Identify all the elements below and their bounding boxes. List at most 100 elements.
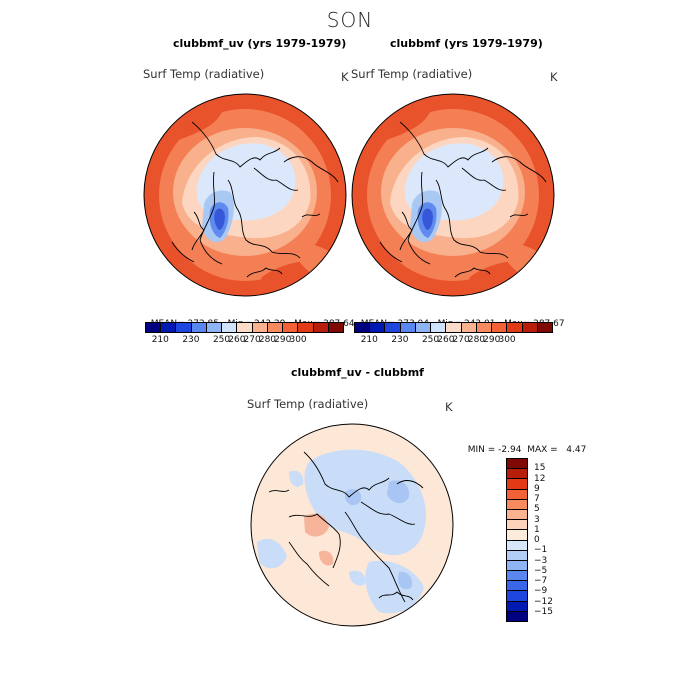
diff-colorbar-swatch xyxy=(507,601,527,612)
left-coastlines xyxy=(171,121,339,278)
left-colorbar-tick-label: 210 xyxy=(151,335,169,345)
diff-colorbar-swatch xyxy=(507,540,527,551)
right-colorbar xyxy=(354,322,553,333)
diff-colorbar-swatch xyxy=(507,611,527,621)
left-map-fill xyxy=(144,94,346,296)
diff-colorbar-swatch xyxy=(507,489,527,500)
diff-colorbar-tick-label: −9 xyxy=(534,586,548,597)
diff-coastlines xyxy=(268,451,424,603)
diff-minmax: MIN = -2.94 MAX = 4.47 xyxy=(462,435,587,455)
right-colorbar-swatch xyxy=(522,323,538,332)
diff-colorbar-swatch xyxy=(507,581,527,592)
diff-colorbar-tick-label: 5 xyxy=(534,504,540,515)
left-panel-title: clubbmf_uv (yrs 1979-1979) xyxy=(173,37,347,50)
diff-polar-map xyxy=(250,423,454,627)
diff-colorbar-tick-label: −15 xyxy=(534,606,553,617)
left-colorbar-swatch xyxy=(267,323,284,332)
right-colorbar-swatch xyxy=(537,323,553,332)
left-colorbar-swatch xyxy=(191,323,207,332)
diff-colorbar-tick-label: 12 xyxy=(534,473,546,484)
diff-max-value: 4.47 xyxy=(566,445,587,455)
right-polar-map xyxy=(351,93,555,297)
right-colorbar-swatch xyxy=(492,323,508,332)
diff-map-border xyxy=(250,423,454,627)
left-colorbar-tick-label: 230 xyxy=(182,335,200,345)
left-colorbar-swatch xyxy=(252,323,268,332)
right-unit-label: K xyxy=(550,70,558,84)
diff-colorbar-tick-label: 1 xyxy=(534,524,540,535)
left-colorbar-swatch xyxy=(161,323,177,332)
diff-colorbar-tick-label: −7 xyxy=(534,576,548,586)
left-colorbar-swatch xyxy=(313,323,329,332)
diff-colorbar-tick-label: 15 xyxy=(534,463,546,474)
diff-colorbar-swatch xyxy=(507,560,527,572)
left-unit-label: K xyxy=(341,70,349,84)
right-colorbar-tick-label: 210 xyxy=(360,335,378,345)
left-map-border xyxy=(143,93,347,297)
diff-colorbar-swatch xyxy=(507,499,527,510)
right-colorbar-swatch xyxy=(400,323,416,332)
diff-unit-label: K xyxy=(445,400,453,414)
right-colorbar-swatch xyxy=(507,323,523,332)
diff-colorbar-tick-label: −12 xyxy=(534,596,553,607)
diff-colorbar-swatch xyxy=(507,459,527,470)
diff-colorbar-swatch xyxy=(507,509,527,521)
left-colorbar-swatch xyxy=(298,323,314,332)
right-colorbar-swatch xyxy=(355,323,371,332)
left-colorbar-swatch xyxy=(283,323,299,332)
right-map-fill xyxy=(352,94,554,296)
left-colorbar-tick-label: 280 xyxy=(258,335,277,345)
right-colorbar-swatch xyxy=(431,323,447,332)
diff-colorbar-tick-label: 7 xyxy=(534,494,540,504)
left-colorbar-swatch xyxy=(176,323,192,332)
left-colorbar-swatch xyxy=(222,323,238,332)
diff-colorbar-tick-label: 3 xyxy=(534,514,540,525)
right-colorbar-swatch xyxy=(461,323,477,332)
right-panel-title: clubbmf (yrs 1979-1979) xyxy=(390,37,543,50)
right-colorbar-tick-label: 280 xyxy=(467,335,486,345)
diff-colorbar-swatch xyxy=(507,469,527,480)
diff-colorbar-swatch xyxy=(507,550,527,561)
left-colorbar-swatch xyxy=(206,323,223,332)
left-colorbar-swatch xyxy=(328,323,344,332)
diff-colorbar-swatch xyxy=(507,479,527,490)
right-colorbar-tick-label: 300 xyxy=(498,335,516,345)
diff-colorbar-tick-label: 0 xyxy=(534,535,540,545)
right-colorbar-tick-label: 250 xyxy=(421,335,440,345)
left-colorbar-tick-label: 290 xyxy=(274,335,292,345)
right-map-border xyxy=(351,93,555,297)
diff-max-label: MAX = xyxy=(527,445,558,455)
left-colorbar-tick-label: 270 xyxy=(243,335,261,345)
left-colorbar-tick-label: 250 xyxy=(212,335,231,345)
left-colorbar-swatch xyxy=(237,323,253,332)
diff-colorbar-tick-label: 9 xyxy=(534,483,540,494)
diff-colorbar-tick-label: −3 xyxy=(534,555,548,566)
right-colorbar-swatch xyxy=(370,323,386,332)
left-colorbar-tick-label: 300 xyxy=(289,335,307,345)
right-colorbar-swatch xyxy=(415,323,432,332)
diff-colorbar-swatch xyxy=(507,520,527,531)
diff-panel-title: clubbmf_uv - clubbmf xyxy=(291,366,424,379)
diff-min-label: MIN = xyxy=(467,445,496,455)
right-colorbar-tick-label: 270 xyxy=(452,335,470,345)
right-colorbar-swatch xyxy=(446,323,462,332)
left-colorbar-swatch xyxy=(146,323,162,332)
diff-field-label: Surf Temp (radiative) xyxy=(247,397,369,411)
right-field-label: Surf Temp (radiative) xyxy=(351,67,473,81)
diff-colorbar-tick-label: −1 xyxy=(534,545,548,556)
diff-colorbar-swatch xyxy=(507,571,527,582)
left-colorbar-ticks: 210 230 250 260 270 280 290 300 xyxy=(145,335,344,347)
right-colorbar-swatch xyxy=(476,323,493,332)
right-colorbar-swatch xyxy=(385,323,401,332)
diff-colorbar-swatch xyxy=(507,530,527,541)
diff-map-fill xyxy=(251,424,453,626)
diff-min-value: -2.94 xyxy=(498,445,522,455)
left-polar-map xyxy=(143,93,347,297)
right-colorbar-ticks: 210 230 250 260 270 280 290 300 xyxy=(354,335,553,347)
diff-colorbar-swatch xyxy=(507,591,527,602)
left-colorbar xyxy=(145,322,344,333)
right-colorbar-tick-label: 290 xyxy=(483,335,501,345)
right-coastlines xyxy=(379,121,547,278)
diff-colorbar-tick-label: −5 xyxy=(534,565,548,576)
diff-colorbar xyxy=(506,458,528,622)
